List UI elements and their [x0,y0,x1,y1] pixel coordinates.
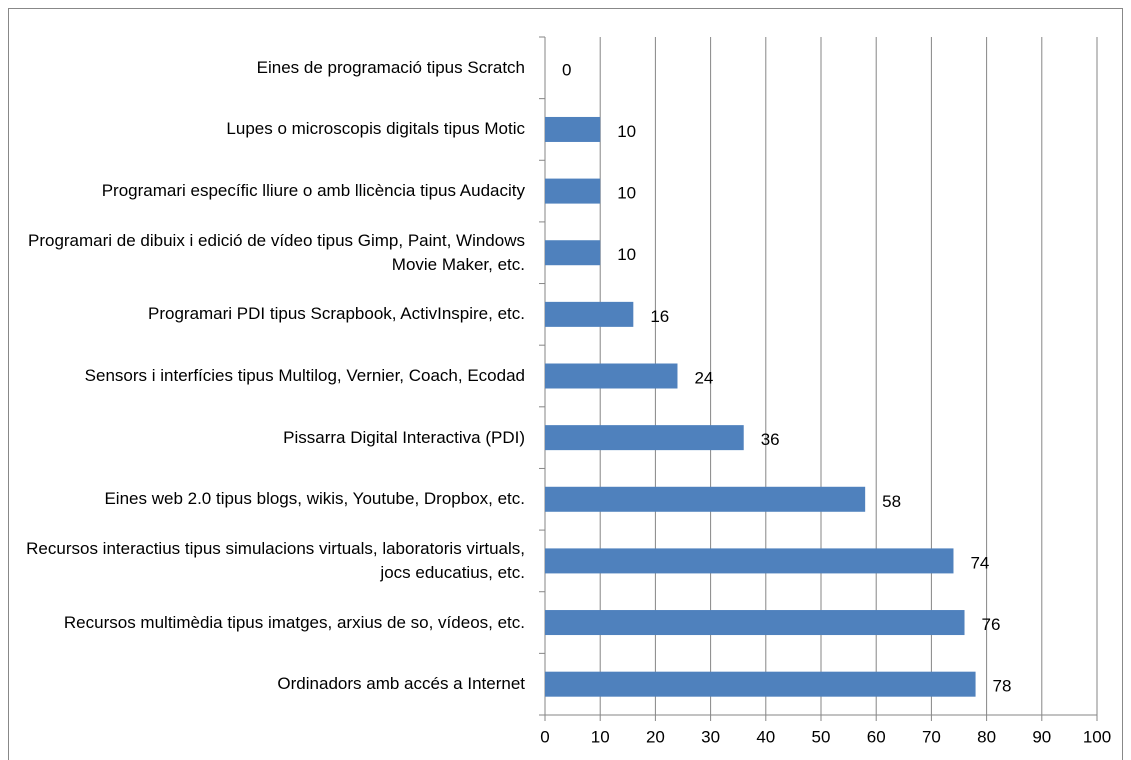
bar [545,363,678,389]
data-label: 36 [761,430,780,449]
data-label: 10 [617,245,636,264]
x-tick-label: 20 [646,727,665,746]
x-tick-label: 10 [591,727,610,746]
bar [545,486,866,512]
x-tick-label: 80 [977,727,996,746]
x-tick-label: 30 [701,727,720,746]
data-label: 78 [993,677,1012,696]
x-tick-label: 60 [867,727,886,746]
chart-border [8,8,1123,760]
y-tick-label: Ordinadors amb accés a Internet [277,674,525,694]
data-label: 58 [882,492,901,511]
y-tick-label: Programari de dibuix i edició de vídeo t… [27,230,525,274]
bar [545,671,976,697]
bar [545,610,965,636]
bar [545,548,954,574]
x-tick-label: 0 [540,727,549,746]
bar [545,116,601,142]
y-tick-label: Programari específic lliure o amb llicèn… [101,181,525,201]
data-label: 76 [982,615,1001,634]
bar [545,240,601,266]
bar [545,178,601,204]
y-tick-label: Sensors i interfícies tipus Multilog, Ve… [84,366,525,385]
data-label: 16 [650,307,669,326]
y-tick-label: Pissarra Digital Interactiva (PDI) [283,427,525,447]
y-tick-label: Recursos multimèdia tipus imatges, arxiu… [63,612,525,632]
x-tick-label: 90 [1032,727,1051,746]
y-tick-label: Recursos interactius tipus simulacions v… [26,538,525,582]
x-tick-label: 40 [756,727,775,746]
bar [545,301,634,327]
y-tick-label: Lupes o microscopis digitals tipus Motic [226,119,525,139]
x-tick-label: 70 [922,727,941,746]
x-tick-label: 50 [812,727,831,746]
data-label: 24 [694,368,713,387]
y-tick-label: Eines web 2.0 tipus blogs, wikis, Youtub… [104,489,525,509]
data-label: 0 [562,60,571,79]
data-label: 10 [617,122,636,141]
bar [545,425,744,451]
data-label: 10 [617,184,636,203]
y-tick-label: Eines de programació tipus Scratch [256,57,525,77]
x-tick-label: 100 [1083,727,1111,746]
data-label: 74 [970,553,989,572]
y-tick-label: Programari PDI tipus Scrapbook, ActivIns… [148,304,525,324]
